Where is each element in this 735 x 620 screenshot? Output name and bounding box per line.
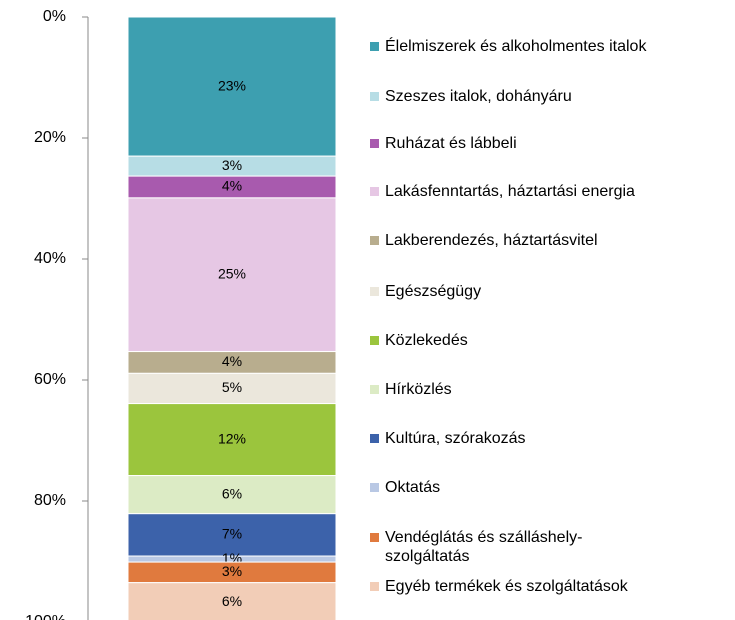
- y-tick-label: 80%: [34, 492, 66, 509]
- legend-swatch: [370, 187, 379, 196]
- y-tick-label: 100%: [25, 613, 66, 620]
- legend-item: Lakberendezés, háztartásvitel: [370, 231, 598, 250]
- data-label: 4%: [222, 353, 242, 369]
- legend-label: Vendéglátás és szálláshely- szolgáltatás: [385, 529, 583, 565]
- data-label: 3%: [222, 157, 242, 173]
- y-tick-label: 0%: [43, 8, 66, 25]
- legend-item: Élelmiszerek és alkoholmentes italok: [370, 37, 646, 56]
- legend-item: Egyéb termékek és szolgáltatások: [370, 577, 628, 596]
- data-label: 23%: [218, 77, 246, 93]
- legend-swatch: [370, 385, 379, 394]
- bar-segment: [127, 403, 337, 477]
- legend-label: Élelmiszerek és alkoholmentes italok: [385, 38, 647, 55]
- legend-label: Lakberendezés, háztartásvitel: [385, 232, 598, 249]
- legend-label: Hírközlés: [385, 381, 452, 398]
- legend-swatch: [370, 42, 379, 51]
- data-label: 12%: [218, 430, 246, 446]
- legend-label: Oktatás: [385, 479, 441, 496]
- legend-item: Közlekedés: [370, 331, 468, 350]
- legend-item: Hírközlés: [370, 380, 452, 399]
- legend-swatch: [370, 336, 379, 345]
- legend-swatch: [370, 92, 379, 101]
- legend-swatch: [370, 287, 379, 296]
- legend-label: Lakásfenntartás, háztartási energia: [385, 183, 635, 200]
- legend-swatch: [370, 434, 379, 443]
- bar-segment: [127, 372, 337, 405]
- legend-swatch: [370, 582, 379, 591]
- data-label: 5%: [222, 379, 242, 395]
- legend-item: Vendéglátás és szálláshely- szolgáltatás: [370, 528, 582, 566]
- legend-item: Lakásfenntartás, háztartási energia: [370, 182, 635, 201]
- legend-swatch: [370, 236, 379, 245]
- legend-item: Kultúra, szórakozás: [370, 429, 526, 448]
- data-label: 7%: [222, 526, 242, 542]
- data-label: 6%: [222, 485, 242, 501]
- legend-swatch: [370, 533, 379, 542]
- y-tick-label: 60%: [34, 371, 66, 388]
- y-tick-label: 40%: [34, 250, 66, 267]
- bar-segment: [127, 582, 337, 620]
- data-label: 3%: [222, 563, 242, 579]
- legend-label: Egyéb termékek és szolgáltatások: [385, 578, 628, 595]
- data-label: 25%: [218, 265, 246, 281]
- data-label: 4%: [222, 178, 242, 194]
- legend-item: Szeszes italok, dohányáru: [370, 87, 572, 106]
- y-tick-label: 20%: [34, 129, 66, 146]
- legend-item: Ruházat és lábbeli: [370, 134, 517, 153]
- legend-swatch: [370, 139, 379, 148]
- legend-swatch: [370, 483, 379, 492]
- legend-label: Egészségügy: [385, 283, 482, 300]
- data-label: 6%: [222, 593, 242, 609]
- legend-label: Kultúra, szórakozás: [385, 430, 526, 447]
- legend-label: Közlekedés: [385, 332, 468, 349]
- legend-item: Oktatás: [370, 478, 440, 497]
- legend-item: Egészségügy: [370, 282, 481, 301]
- legend-label: Ruházat és lábbeli: [385, 135, 517, 152]
- bar-segment: [127, 197, 337, 353]
- legend-label: Szeszes italok, dohányáru: [385, 88, 572, 105]
